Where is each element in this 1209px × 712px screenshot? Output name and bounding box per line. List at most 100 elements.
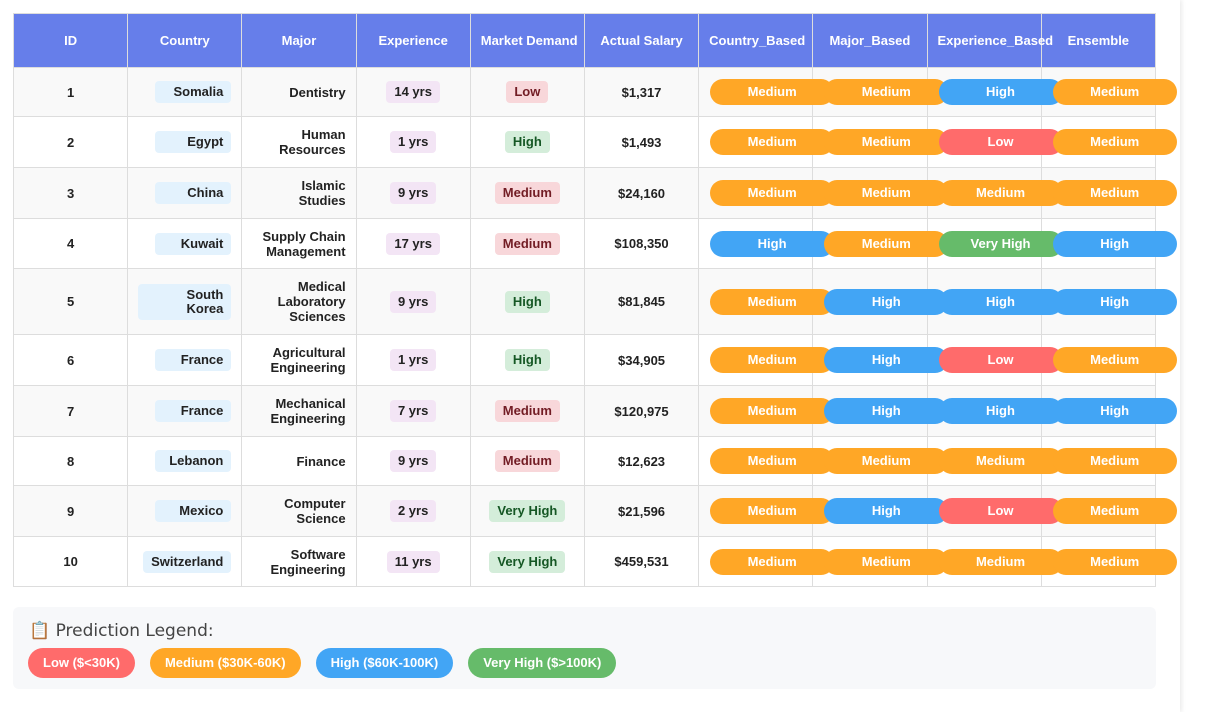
experience-tag: 7 yrs [389,400,437,422]
column-header-experience-based[interactable]: Experience_Based [926,13,1053,68]
major-based-cell: High [812,334,949,386]
country-tag: Lebanon [155,450,232,472]
demand-cell: High [469,268,585,335]
major-based-prediction-badge: High [824,498,949,524]
major-text: Software Engineering [270,546,346,577]
salary-cell: $21,596 [583,485,700,537]
major-based-prediction-badge: Medium [824,230,949,257]
major-cell: Computer Science [241,485,357,537]
country-tag: France [155,400,232,422]
ensemble-prediction-badge: Medium [1052,129,1177,155]
column-header-country-based[interactable]: Country_Based [698,13,814,68]
country-based-prediction-badge: Medium [710,180,835,206]
country-cell: Lebanon [127,436,243,486]
country-tag: South Korea [138,283,232,320]
row-id: 10 [63,554,78,569]
ensemble-prediction-badge: High [1052,288,1177,315]
salary-value: $24,160 [618,185,666,201]
experience-tag: 1 yrs [389,131,437,153]
demand-cell: Low [469,67,585,117]
experience-based-cell: Medium [926,436,1063,486]
table-row: 9 Mexico Computer Science 2 yrs Very High $21… [12,485,1177,537]
country-based-prediction-badge: Medium [710,347,835,373]
salary-cell: $12,623 [583,436,700,486]
column-header-major[interactable]: Major [241,13,357,68]
ensemble-prediction-badge: Medium [1052,548,1177,575]
column-header-market-demand[interactable]: Market Demand [469,13,585,68]
country-based-cell: Medium [698,385,835,437]
table-row: 6 France Agricultural Engineering 1 yrs High… [12,334,1177,386]
major-based-prediction-badge: Medium [824,129,949,155]
country-based-prediction-badge: Medium [710,398,835,424]
experience-based-cell: Low [926,116,1063,168]
column-header-country[interactable]: Country [127,13,243,68]
country-based-prediction-badge: Medium [710,129,835,155]
table-row: 10 Switzerland Software Engineering 11 yrs V… [12,536,1177,587]
id-cell: 7 [12,385,129,437]
experience-based-cell: Medium [926,536,1063,587]
salary-value: $1,317 [621,84,662,100]
experience-based-cell: High [926,67,1063,117]
major-text: Human Resources [279,127,346,157]
country-tag: Somalia [155,81,232,103]
experience-based-prediction-badge: Medium [938,180,1063,206]
major-cell: Supply Chain Management [241,218,357,269]
country-based-cell: High [698,218,835,269]
major-text: Dentistry [289,84,346,100]
experience-based-prediction-badge: Medium [938,448,1063,474]
experience-based-prediction-badge: Low [938,498,1063,524]
country-tag: Kuwait [155,232,232,255]
experience-based-cell: Medium [926,167,1063,219]
demand-cell: Medium [469,218,585,269]
major-cell: Agricultural Engineering [241,334,357,386]
column-header-actual-salary[interactable]: Actual Salary [583,13,700,68]
experience-based-cell: High [926,268,1063,335]
major-based-cell: Medium [812,116,949,168]
column-header-major-based[interactable]: Major_Based [812,13,928,68]
id-cell: 8 [12,436,129,486]
country-based-cell: Medium [698,67,835,117]
country-cell: Mexico [127,485,243,537]
results-panel: ID Country Major Experience Market Demand Act… [12,13,1177,689]
experience-based-cell: High [926,385,1063,437]
market-demand-badge: Medium [494,182,560,204]
row-id: 6 [66,352,75,368]
experience-based-prediction-badge: High [938,398,1063,424]
market-demand-badge: Medium [494,232,560,255]
salary-cell: $81,845 [583,268,700,335]
market-demand-badge: Low [506,81,549,103]
demand-cell: High [469,334,585,386]
row-id: 2 [66,134,75,150]
legend-item-high: High ($60K-100K) [315,648,454,678]
major-text: Islamic Studies [298,178,346,208]
table-row: 4 Kuwait Supply Chain Management 17 yrs Medi… [12,218,1177,269]
ensemble-cell: Medium [1040,167,1177,219]
salary-cell: $1,317 [583,67,700,117]
country-based-cell: Medium [698,436,835,486]
table-row: 3 China Islamic Studies 9 yrs Medium $24,160 M… [12,167,1177,219]
demand-cell: Medium [469,385,585,437]
market-demand-badge: Very High [489,500,566,522]
row-id: 4 [66,236,75,251]
salary-value: $120,975 [614,403,669,419]
country-cell: Somalia [127,67,243,117]
country-based-cell: Medium [698,485,835,537]
column-header-id[interactable]: ID [12,13,129,68]
major-based-cell: Medium [812,436,949,486]
salary-cell: $34,905 [583,334,700,386]
experience-cell: 9 yrs [355,436,471,486]
experience-based-prediction-badge: High [938,288,1063,315]
experience-tag: 9 yrs [389,290,437,313]
experience-tag: 1 yrs [389,349,437,371]
major-cell: Software Engineering [241,536,357,587]
major-based-prediction-badge: Medium [824,180,949,206]
country-tag: France [155,349,232,371]
country-based-cell: Medium [698,116,835,168]
country-based-cell: Medium [698,334,835,386]
column-header-experience[interactable]: Experience [355,13,471,68]
id-cell: 5 [12,268,129,335]
experience-cell: 11 yrs [355,536,471,587]
prediction-legend: 📋 Prediction Legend: Low ($<30K) Medium (… [13,607,1156,689]
column-header-ensemble[interactable]: Ensemble [1040,13,1157,68]
salary-cell: $1,493 [583,116,700,168]
